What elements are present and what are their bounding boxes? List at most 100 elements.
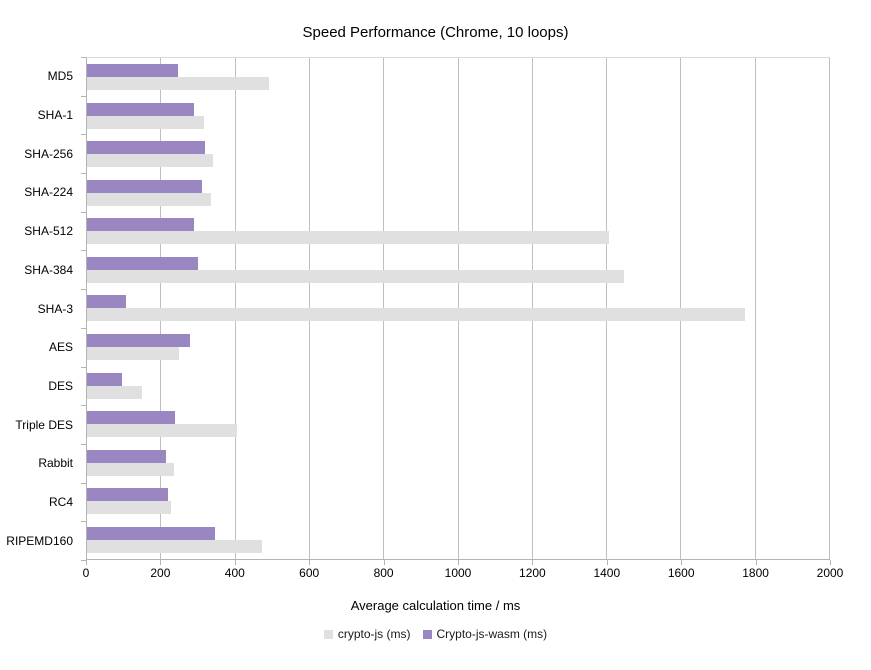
x-tick-mark — [606, 560, 608, 565]
legend-swatch — [323, 629, 333, 639]
legend-item: crypto-js (ms) — [323, 627, 411, 641]
legend: crypto-js (ms) Crypto-js-wasm (ms) — [0, 627, 871, 641]
bar-rows — [87, 58, 830, 559]
category-label: MD5 — [47, 69, 73, 84]
plot-area — [86, 57, 830, 560]
bar — [87, 256, 198, 270]
x-tick-label: 1400 — [593, 566, 621, 580]
bar — [87, 333, 190, 347]
bar-row — [87, 289, 830, 328]
y-tick-mark — [81, 134, 86, 136]
y-tick-mark — [81, 366, 86, 368]
bar — [87, 462, 174, 476]
x-tick-mark — [160, 560, 162, 565]
bar — [87, 115, 205, 129]
category-label: RC4 — [48, 494, 73, 509]
bar-row — [87, 482, 830, 521]
x-tick-label: 0 — [82, 566, 90, 580]
bar-row — [87, 251, 830, 290]
bar — [87, 102, 194, 116]
x-tick-label: 1000 — [444, 566, 472, 580]
bar — [87, 192, 211, 206]
bar-row — [87, 174, 830, 213]
bar — [87, 64, 179, 78]
y-tick-mark — [81, 443, 86, 445]
legend-label: Crypto-js-wasm (ms) — [436, 627, 548, 641]
bar — [87, 526, 215, 540]
category-label: SHA-512 — [24, 224, 73, 239]
bar — [87, 346, 180, 360]
x-tick-mark — [234, 560, 236, 565]
y-tick-mark — [81, 57, 86, 58]
x-tick-label: 400 — [224, 566, 245, 580]
chart-title: Speed Performance (Chrome, 10 loops) — [302, 24, 569, 41]
category-label: Rabbit — [38, 456, 73, 471]
y-tick-mark — [81, 327, 86, 329]
category-label: DES — [48, 378, 73, 393]
bar — [87, 449, 166, 463]
x-tick-mark — [681, 560, 683, 565]
x-tick-label: 1200 — [519, 566, 546, 580]
x-tick-mark — [755, 560, 757, 565]
x-tick-label: 1800 — [742, 566, 769, 580]
bar — [87, 269, 624, 283]
bar-row — [87, 366, 830, 405]
bar — [87, 218, 194, 232]
bar — [87, 411, 176, 425]
x-tick-mark — [309, 560, 311, 565]
bar-row — [87, 212, 830, 251]
bar — [87, 179, 202, 193]
grid-line — [829, 58, 830, 559]
x-tick-mark — [383, 560, 385, 565]
bar — [87, 141, 205, 155]
x-tick-mark — [532, 560, 534, 565]
bar — [87, 231, 609, 245]
y-axis-labels: MD5 SHA-1 SHA-256 SHA-224 SHA-512 SHA-384 SHA-… — [0, 57, 80, 560]
bar — [87, 385, 142, 399]
x-tick-label: 600 — [299, 566, 320, 580]
bar — [87, 154, 214, 168]
x-tick-label: 200 — [150, 566, 171, 580]
bar — [87, 424, 238, 438]
bar-row — [87, 97, 830, 136]
x-tick-mark — [830, 560, 831, 565]
y-tick-mark — [81, 482, 86, 484]
bar-row — [87, 405, 830, 444]
bar — [87, 539, 262, 553]
bar — [87, 308, 745, 322]
x-tick-mark — [86, 560, 87, 565]
x-tick-label: 800 — [373, 566, 394, 580]
bar — [87, 372, 123, 386]
y-tick-mark — [81, 405, 86, 407]
bar-row — [87, 135, 830, 174]
y-tick-mark — [81, 560, 86, 561]
legend-label: crypto-js (ms) — [337, 627, 411, 641]
category-label: RIPEMD160 — [6, 533, 73, 548]
category-label: SHA-384 — [24, 262, 73, 277]
bar-row — [87, 520, 830, 559]
bar — [87, 488, 169, 502]
bar — [87, 295, 127, 309]
category-label: SHA-1 — [37, 108, 73, 123]
y-tick-mark — [81, 521, 86, 523]
bar-row — [87, 328, 830, 367]
x-tick-label: 2000 — [816, 566, 844, 580]
category-label: SHA-3 — [37, 301, 73, 316]
x-tick-mark — [458, 560, 459, 565]
category-label: SHA-224 — [24, 185, 73, 200]
bar — [87, 77, 270, 91]
x-tick-label: 1600 — [667, 566, 695, 580]
category-label: AES — [48, 340, 73, 355]
legend-item: Crypto-js-wasm (ms) — [422, 627, 548, 641]
category-label: SHA-256 — [24, 146, 73, 161]
bar — [87, 501, 172, 515]
y-tick-mark — [81, 173, 86, 175]
category-label: Triple DES — [15, 417, 73, 432]
y-tick-mark — [81, 95, 86, 97]
legend-swatch — [422, 629, 432, 639]
x-axis-title: Average calculation time / ms — [350, 598, 521, 613]
bar-row — [87, 58, 830, 97]
y-tick-mark — [81, 289, 86, 291]
y-tick-mark — [81, 211, 86, 213]
